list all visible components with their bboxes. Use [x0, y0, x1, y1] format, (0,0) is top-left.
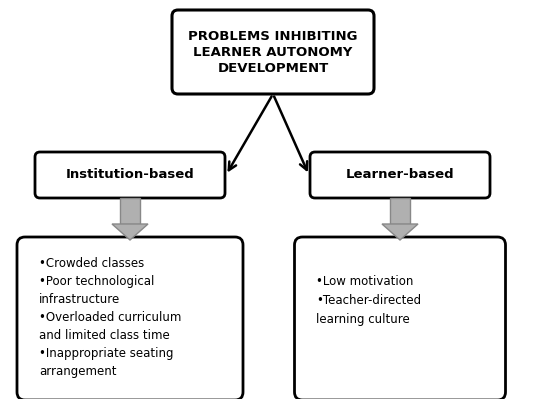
Polygon shape [382, 224, 418, 240]
Text: PROBLEMS INHIBITING
LEARNER AUTONOMY
DEVELOPMENT: PROBLEMS INHIBITING LEARNER AUTONOMY DEV… [188, 30, 358, 75]
FancyBboxPatch shape [35, 152, 225, 198]
Text: Learner-based: Learner-based [346, 168, 454, 182]
FancyBboxPatch shape [310, 152, 490, 198]
FancyBboxPatch shape [172, 10, 374, 94]
Polygon shape [120, 198, 140, 224]
Polygon shape [112, 224, 148, 240]
Text: •Low motivation
•Teacher-directed
learning culture: •Low motivation •Teacher-directed learni… [317, 275, 422, 326]
Polygon shape [390, 198, 410, 224]
FancyBboxPatch shape [17, 237, 243, 399]
Text: Institution-based: Institution-based [66, 168, 194, 182]
FancyBboxPatch shape [294, 237, 506, 399]
Text: •Crowded classes
•Poor technological
infrastructure
•Overloaded curriculum
and l: •Crowded classes •Poor technological inf… [39, 257, 181, 378]
